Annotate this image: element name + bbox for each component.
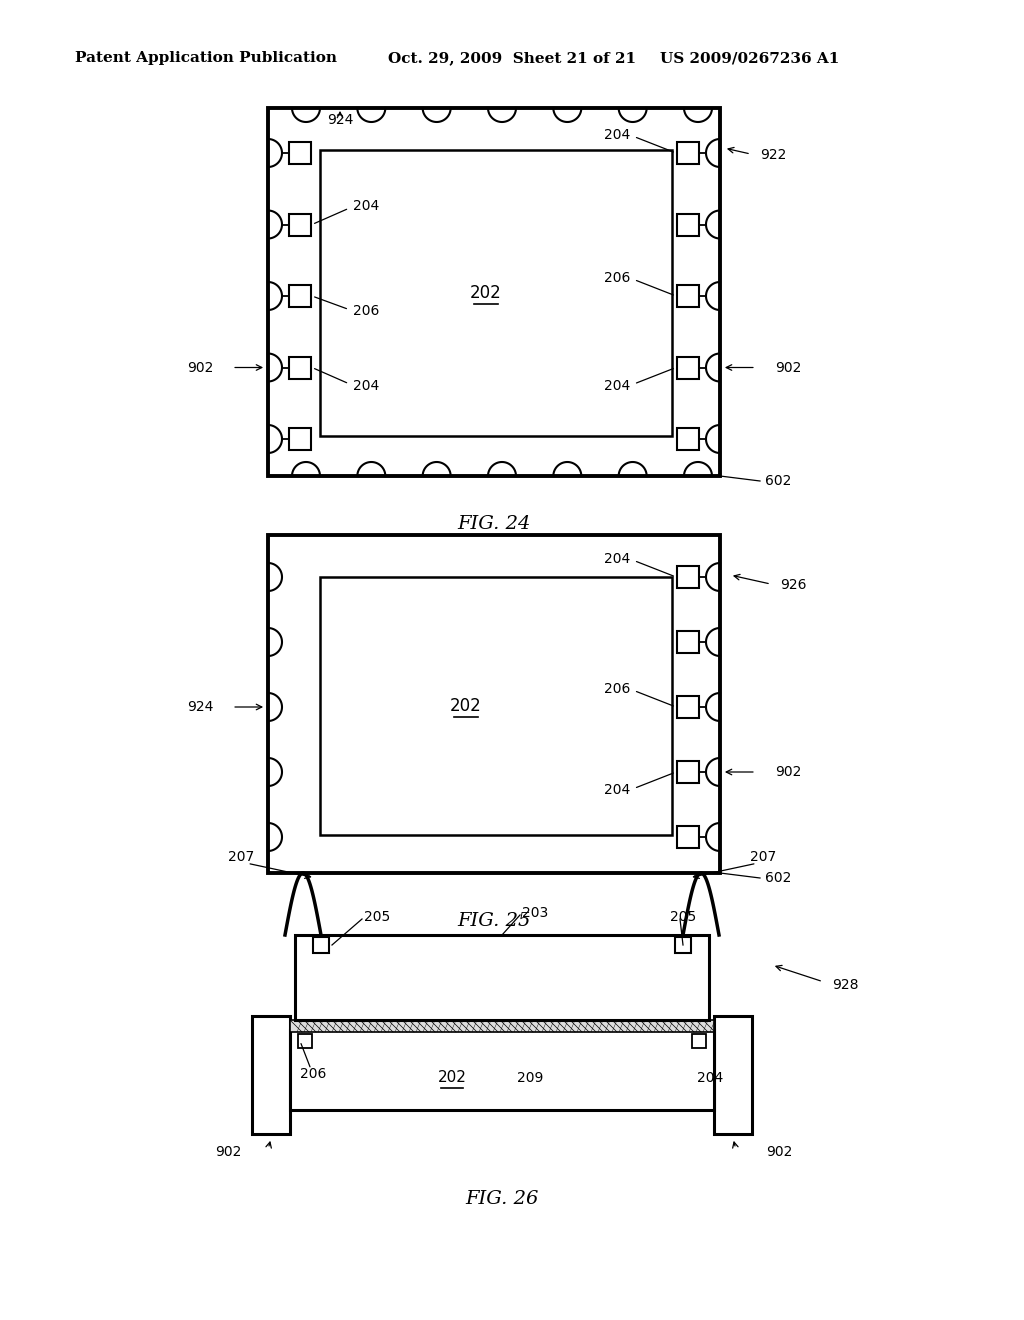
Text: 902: 902: [186, 360, 213, 375]
Bar: [290, 1020, 714, 1032]
Text: 928: 928: [831, 978, 858, 993]
Text: 206: 206: [603, 271, 630, 285]
Text: 204: 204: [353, 379, 379, 392]
Bar: [677, 428, 699, 450]
Bar: [252, 1016, 290, 1134]
Text: 206: 206: [353, 304, 379, 318]
Bar: [289, 214, 311, 235]
Bar: [290, 1030, 714, 1110]
Text: 902: 902: [216, 1144, 242, 1159]
Text: US 2009/0267236 A1: US 2009/0267236 A1: [660, 51, 840, 65]
Text: 207: 207: [228, 850, 254, 865]
Text: 209: 209: [517, 1071, 544, 1085]
Text: 206: 206: [300, 1067, 327, 1081]
Bar: [298, 1034, 312, 1048]
Bar: [677, 631, 699, 653]
Bar: [289, 356, 311, 379]
Text: 924: 924: [186, 700, 213, 714]
Bar: [295, 935, 709, 1020]
Bar: [289, 285, 311, 308]
Text: Oct. 29, 2009  Sheet 21 of 21: Oct. 29, 2009 Sheet 21 of 21: [388, 51, 636, 65]
Text: FIG. 24: FIG. 24: [458, 515, 530, 533]
Text: 204: 204: [697, 1071, 723, 1085]
Text: 902: 902: [775, 766, 802, 779]
Text: 204: 204: [604, 379, 630, 392]
Bar: [677, 285, 699, 308]
Text: 202: 202: [470, 284, 502, 302]
Bar: [677, 826, 699, 847]
Text: FIG. 25: FIG. 25: [458, 912, 530, 931]
Bar: [289, 428, 311, 450]
Bar: [677, 143, 699, 164]
Text: 926: 926: [780, 578, 807, 591]
Text: 204: 204: [353, 199, 379, 214]
Text: FIG. 26: FIG. 26: [465, 1191, 539, 1208]
Text: 202: 202: [451, 697, 482, 715]
Bar: [677, 566, 699, 587]
Text: 922: 922: [760, 148, 786, 162]
Bar: [268, 535, 720, 873]
Text: 202: 202: [437, 1071, 467, 1085]
Text: 902: 902: [766, 1144, 793, 1159]
Bar: [692, 1034, 706, 1048]
Bar: [319, 150, 672, 436]
Text: 602: 602: [765, 871, 792, 884]
Bar: [319, 577, 672, 836]
Text: 602: 602: [765, 474, 792, 488]
Bar: [289, 143, 311, 164]
Bar: [675, 937, 691, 953]
Text: 204: 204: [604, 552, 630, 566]
Text: 203: 203: [522, 906, 548, 920]
Text: 206: 206: [603, 682, 630, 696]
Text: 204: 204: [604, 783, 630, 797]
Text: Patent Application Publication: Patent Application Publication: [75, 51, 337, 65]
Bar: [313, 937, 329, 953]
Text: 205: 205: [670, 909, 696, 924]
Bar: [677, 696, 699, 718]
Text: 204: 204: [604, 128, 630, 143]
Bar: [714, 1016, 752, 1134]
Text: 207: 207: [750, 850, 776, 865]
Bar: [677, 214, 699, 235]
Text: 902: 902: [775, 360, 802, 375]
Bar: [677, 356, 699, 379]
Text: 924: 924: [327, 114, 353, 127]
Bar: [268, 108, 720, 477]
Text: 205: 205: [364, 909, 390, 924]
Bar: [677, 762, 699, 783]
